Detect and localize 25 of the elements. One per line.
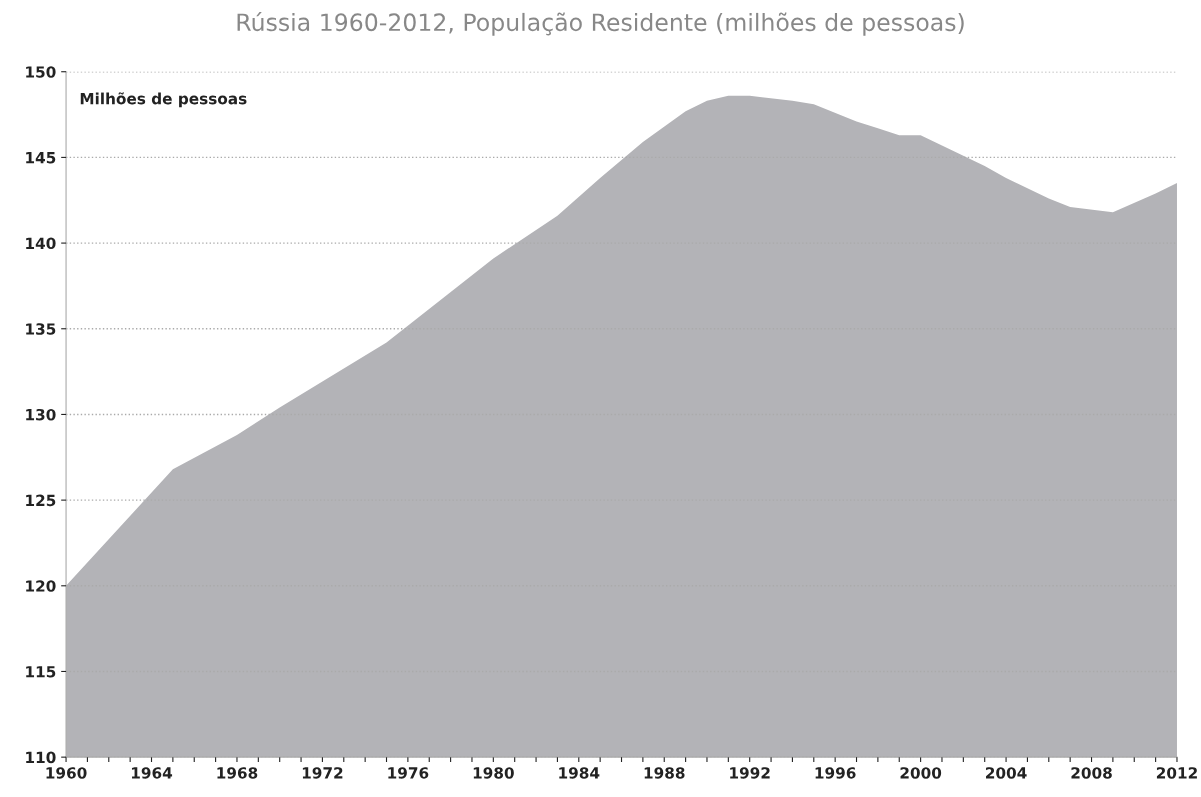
- x-tick-label: 1960: [46, 767, 87, 779]
- x-tick-label: 1992: [730, 767, 770, 779]
- y-tick-label: 110: [26, 751, 56, 764]
- x-tick-label: 1996: [815, 767, 856, 779]
- y-axis-title: Milhões de pessoas: [80, 92, 247, 108]
- x-tick-label: 1988: [644, 767, 685, 779]
- y-tick-label: 145: [26, 152, 56, 164]
- x-tick-label: 2012: [1156, 767, 1197, 779]
- x-tick-label: 2000: [900, 767, 942, 779]
- y-tick-label: 125: [26, 494, 56, 507]
- y-tick-label: 120: [26, 580, 56, 592]
- y-tick-label: 150: [26, 66, 56, 78]
- x-tick-label: 1980: [473, 767, 514, 779]
- x-tick-label: 1984: [559, 767, 600, 779]
- x-tick-label: 2008: [1071, 767, 1112, 779]
- y-tick-label: 135: [26, 323, 56, 335]
- x-tick-label: 1964: [131, 767, 173, 779]
- x-tick-label: 1976: [388, 767, 429, 779]
- x-tick-label: 1972: [302, 767, 343, 779]
- x-tick-label: 2004: [986, 767, 1027, 779]
- chart-title: Rússia 1960-2012, População Residente (milhões de pessoas): [237, 11, 964, 36]
- y-tick-label: 115: [26, 666, 56, 678]
- y-tick-label: 130: [26, 408, 56, 421]
- x-tick-label: 1968: [217, 767, 258, 779]
- y-tick-label: 140: [26, 237, 56, 250]
